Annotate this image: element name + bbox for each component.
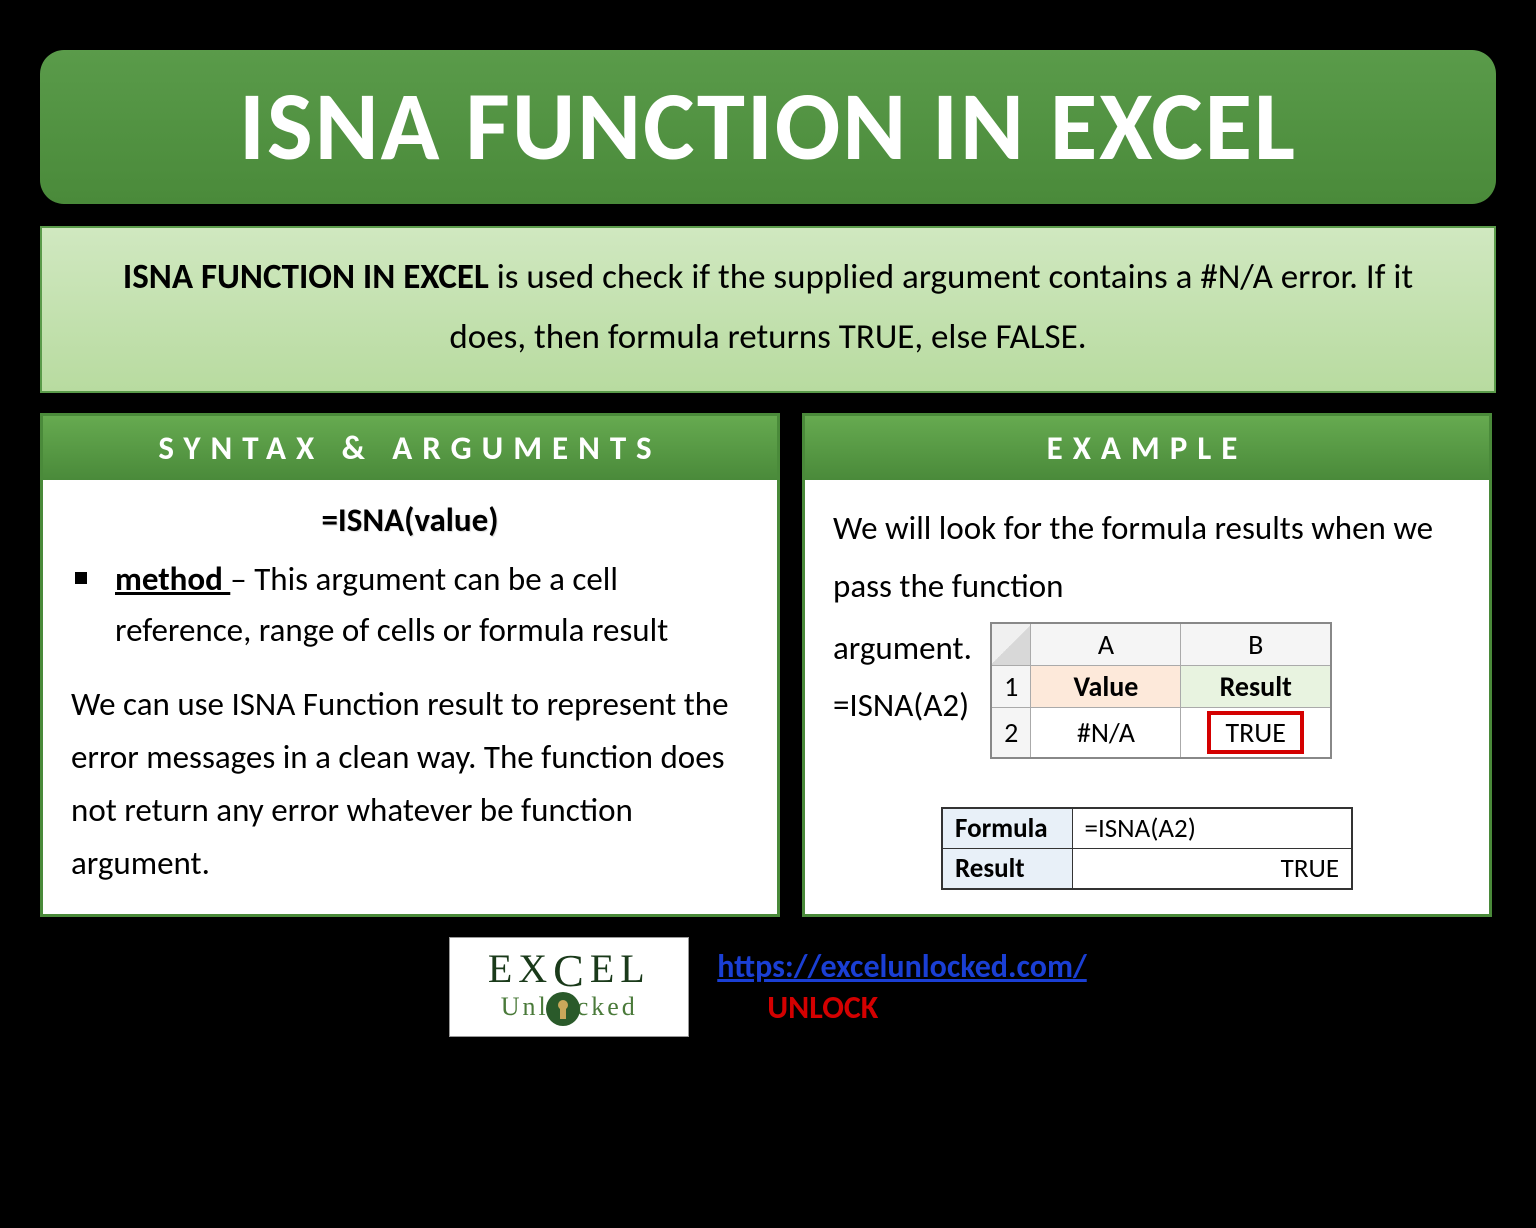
example-body: We will look for the formula results whe… [805, 480, 1489, 914]
method-label: method [115, 559, 230, 599]
page-title: ISNA FUNCTION IN EXCEL [70, 68, 1466, 186]
argument-bullet: method – This argument can be a cell ref… [71, 554, 749, 656]
description-bold: ISNA FUNCTION IN EXCEL [123, 256, 489, 298]
example-left-text: argument. =ISNA(A2) [833, 620, 972, 736]
syntax-body: =ISNA(value) method – This argument can … [43, 480, 777, 914]
logo: EXCEL Unlcked [449, 937, 689, 1037]
cell-a1: Value [1031, 665, 1181, 707]
footer: EXCEL Unlcked https://excelunlocked.com/… [40, 937, 1496, 1037]
footer-url[interactable]: https://excelunlocked.com/ [717, 947, 1086, 986]
syntax-panel: SYNTAX & ARGUMENTS =ISNA(value) method –… [40, 413, 780, 917]
example-header: EXAMPLE [805, 416, 1489, 480]
cell-a2: #N/A [1031, 707, 1181, 758]
col-header-b: B [1181, 623, 1331, 666]
logo-bottom: Unlcked [501, 992, 638, 1026]
bullet-icon [75, 572, 87, 584]
example-intro: We will look for the formula results whe… [833, 500, 1461, 616]
row-header-1: 1 [991, 665, 1031, 707]
argument-text: method – This argument can be a cell ref… [115, 554, 749, 656]
syntax-formula: =ISNA(value) [71, 500, 749, 540]
columns-container: SYNTAX & ARGUMENTS =ISNA(value) method –… [40, 413, 1496, 917]
description-text: ISNA FUNCTION IN EXCEL is used check if … [82, 248, 1454, 367]
sample-formula: =ISNA(A2) [833, 685, 969, 725]
fr-formula-val: =ISNA(A2) [1072, 808, 1352, 849]
title-bar: ISNA FUNCTION IN EXCEL [40, 50, 1496, 204]
keyhole-icon [546, 992, 580, 1026]
result-highlight: TRUE [1207, 711, 1303, 754]
cell-b2: TRUE [1181, 707, 1331, 758]
grid-corner [991, 623, 1031, 666]
logo-top-1: EX [488, 946, 553, 991]
example-row: argument. =ISNA(A2) A B 1 Value Result [833, 620, 1461, 759]
logo-bot-2: cked [577, 991, 638, 1020]
fr-result-label: Result [942, 848, 1072, 889]
footer-unlock: UNLOCK [717, 988, 1086, 1027]
logo-bot-1: Unl [501, 991, 549, 1020]
syntax-header: SYNTAX & ARGUMENTS [43, 416, 777, 480]
logo-top: EXCEL [488, 948, 651, 994]
footer-links: https://excelunlocked.com/ UNLOCK [717, 947, 1086, 1027]
cell-b1: Result [1181, 665, 1331, 707]
syntax-paragraph: We can use ISNA Function result to repre… [71, 678, 749, 889]
fr-formula-label: Formula [942, 808, 1072, 849]
row-header-2: 2 [991, 707, 1031, 758]
excel-grid: A B 1 Value Result 2 #N/A TRUE [990, 622, 1332, 759]
col-header-a: A [1031, 623, 1181, 666]
example-panel: EXAMPLE We will look for the formula res… [802, 413, 1492, 917]
formula-result-table: Formula =ISNA(A2) Result TRUE [941, 807, 1353, 890]
fr-result-val: TRUE [1072, 848, 1352, 889]
argument-word: argument. [833, 628, 972, 668]
description-box: ISNA FUNCTION IN EXCEL is used check if … [40, 226, 1496, 393]
logo-top-2: EL [590, 946, 651, 991]
description-rest: is used check if the supplied argument c… [449, 256, 1413, 358]
